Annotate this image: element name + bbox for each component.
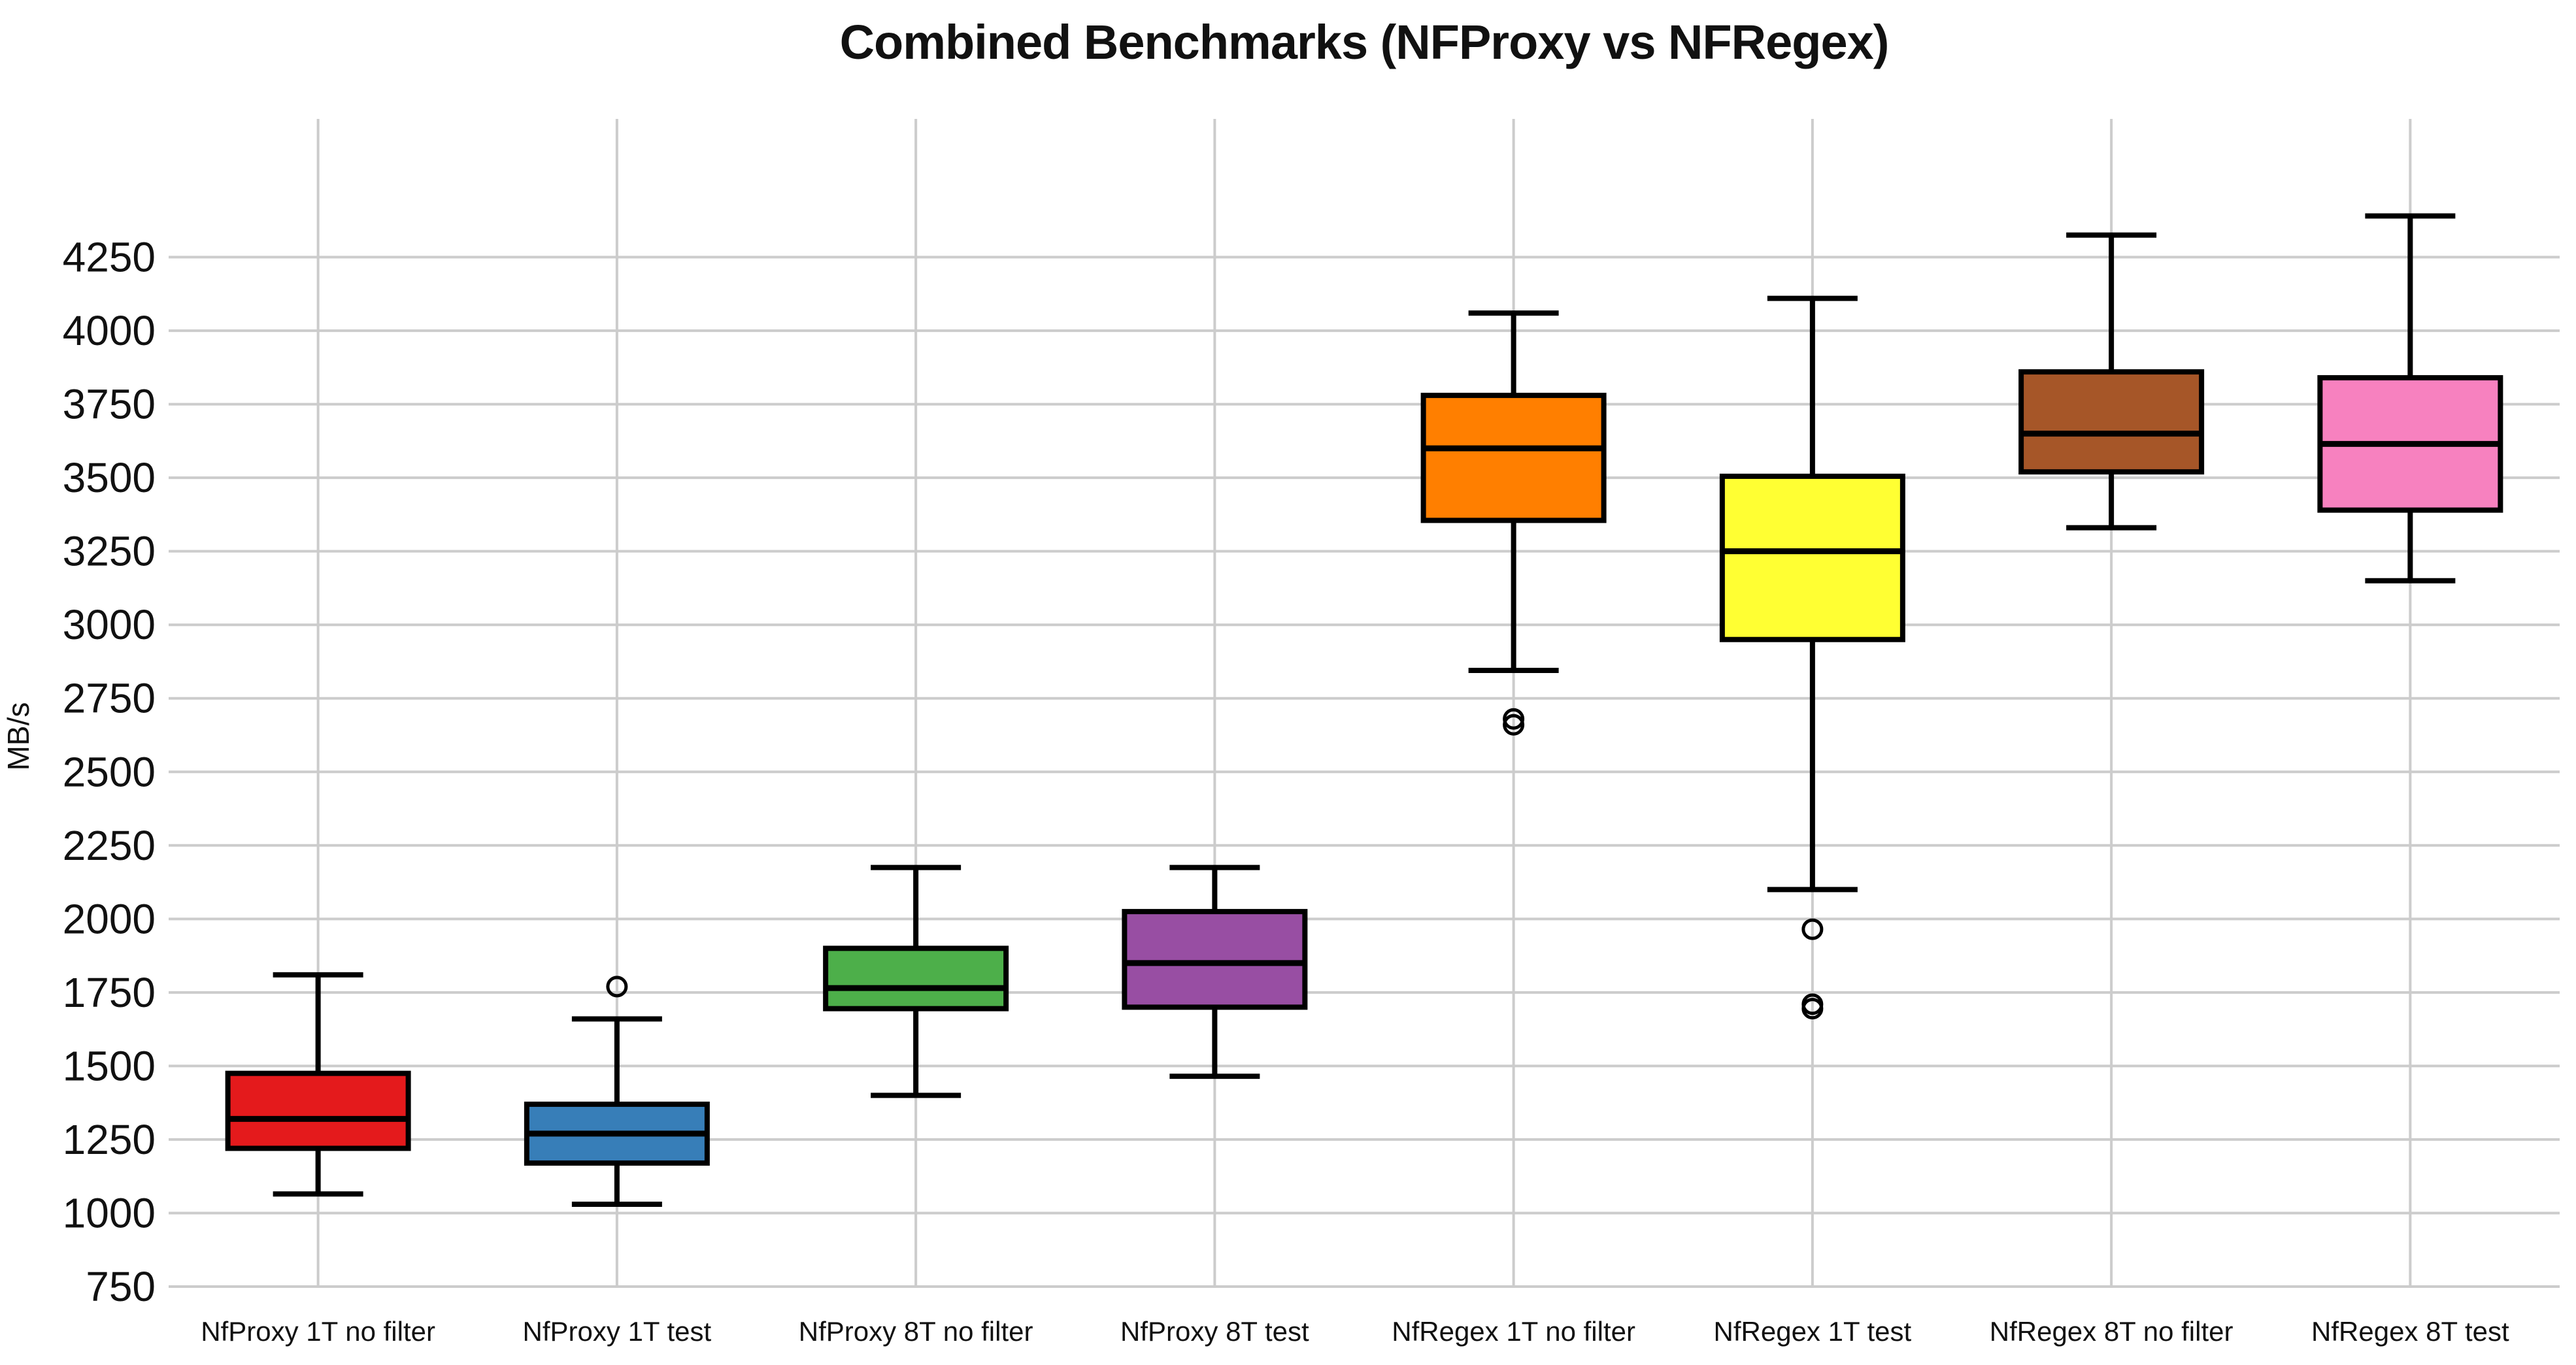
iqr-box <box>225 1070 411 1151</box>
iqr-box <box>2018 369 2205 475</box>
y-tick-label: 2750 <box>63 675 156 722</box>
iqr-box <box>1122 909 1308 1010</box>
x-tick-label: NfProxy 8T no filter <box>799 1316 1033 1347</box>
y-tick-label: 4250 <box>63 234 156 281</box>
chart-title: Combined Benchmarks (NFProxy vs NFRegex) <box>839 15 1890 69</box>
x-tick-label: NfRegex 8T no filter <box>1990 1316 2233 1347</box>
y-tick-label: 1750 <box>63 969 156 1016</box>
y-tick-label: 2000 <box>63 895 156 942</box>
iqr-box <box>823 946 1009 1011</box>
y-tick-label: 1500 <box>63 1042 156 1089</box>
outlier-point <box>1503 708 1525 730</box>
y-tick-label: 1250 <box>63 1116 156 1163</box>
outlier-point <box>1503 714 1525 736</box>
x-tick-label: NfProxy 1T test <box>523 1316 712 1347</box>
y-tick-label: 3500 <box>63 454 156 501</box>
x-tick-label: NfRegex 1T no filter <box>1392 1316 1635 1347</box>
outlier-point <box>1801 998 1824 1020</box>
iqr-box <box>1719 473 1905 642</box>
iqr-box <box>1420 393 1607 523</box>
y-tick-label: 4000 <box>63 307 156 354</box>
y-tick-label: 2500 <box>63 748 156 795</box>
y-tick-label: 3250 <box>63 528 156 575</box>
outlier-point <box>1801 918 1824 940</box>
y-tick-label: 3750 <box>63 381 156 428</box>
y-tick-label: 2250 <box>63 822 156 869</box>
y-tick-label: 750 <box>86 1263 156 1310</box>
x-tick-label: NfProxy 8T test <box>1120 1316 1309 1347</box>
outlier-point <box>606 976 628 998</box>
x-tick-label: NfRegex 8T test <box>2311 1316 2509 1347</box>
y-tick-label: 3000 <box>63 601 156 648</box>
x-tick-label: NfRegex 1T test <box>1714 1316 1912 1347</box>
x-tick-label: NfProxy 1T no filter <box>201 1316 435 1347</box>
y-tick-label: 1000 <box>63 1189 156 1236</box>
